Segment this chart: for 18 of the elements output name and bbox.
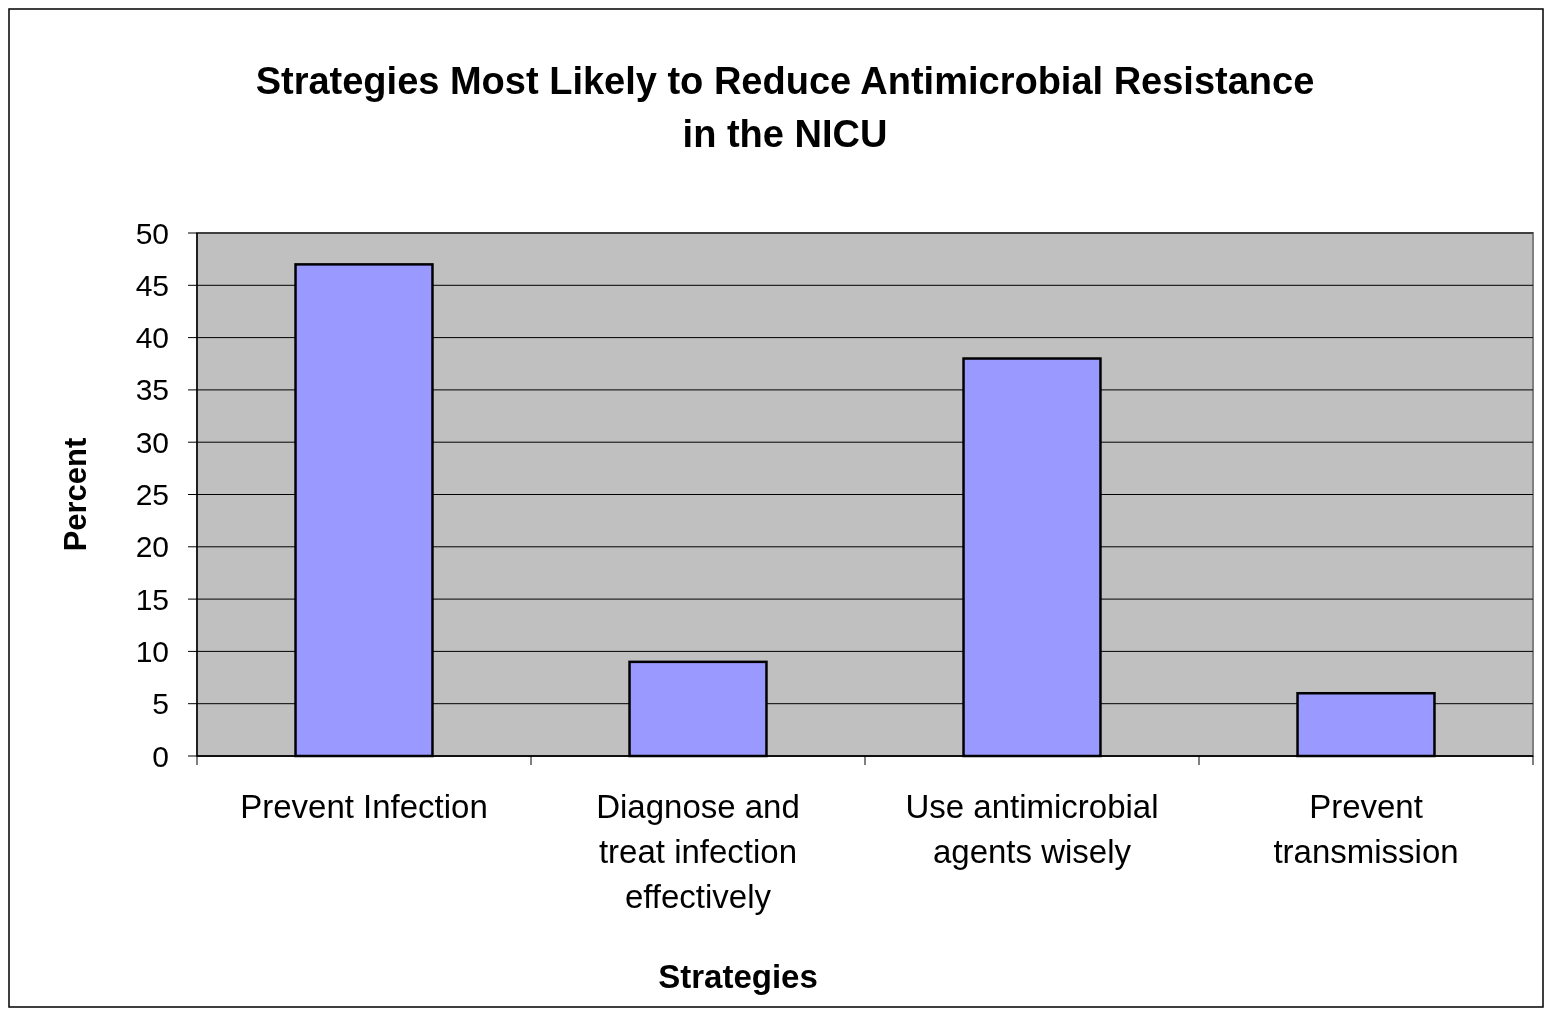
- x-tick-label: Use antimicrobial agents wisely: [905, 788, 1159, 870]
- y-tick-label: 15: [135, 582, 169, 616]
- y-tick-label: 45: [135, 268, 169, 302]
- x-tick-label: Diagnose and treat infection effectively: [596, 788, 800, 915]
- chart-title: Strategies Most Likely to Reduce Antimicrobial Resistance in the NICU: [255, 60, 1315, 155]
- y-axis-title: Percent: [58, 437, 93, 552]
- y-tick-label: 40: [135, 321, 169, 355]
- y-tick-label: 35: [135, 373, 169, 407]
- x-tick-label: Prevent transmission: [1273, 788, 1459, 870]
- x-axis-title: Strategies: [658, 958, 818, 995]
- y-tick-label: 20: [135, 530, 169, 564]
- y-tick-label: 25: [135, 478, 169, 511]
- y-tick-label: 10: [135, 634, 169, 668]
- x-tick-label: Prevent Infection: [240, 788, 488, 825]
- y-tick-label: 0: [152, 739, 169, 773]
- y-tick-label: 5: [152, 687, 169, 721]
- y-tick-label: 30: [135, 425, 169, 459]
- y-tick-label: 50: [135, 216, 169, 250]
